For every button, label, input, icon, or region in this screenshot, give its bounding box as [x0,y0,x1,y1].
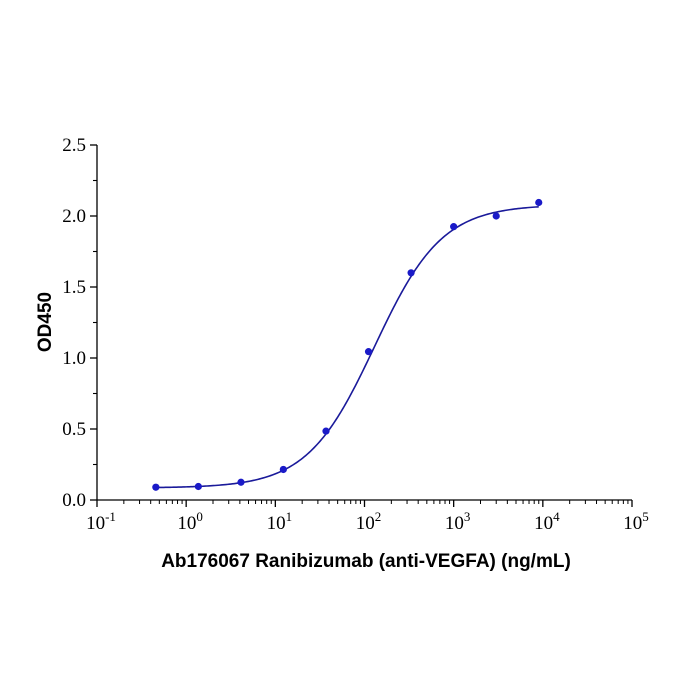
axes [90,144,633,507]
data-point [237,478,245,486]
data-points-layer [152,198,543,491]
data-point [450,223,458,231]
fit-curve-layer [155,205,539,489]
data-point [322,427,330,435]
x-tick-label: 100 [177,509,203,534]
x-tick-label: 102 [356,509,382,534]
data-point [364,348,373,356]
x-tick-label: 103 [445,509,471,534]
y-axis-title: OD450 [35,292,56,352]
data-point [492,212,500,220]
tick-labels-layer: 0.0 0.5 1.0 1.5 2.0 2.5 10-1 100 101 102 103 104 105 [62,135,649,534]
data-point [152,483,160,491]
fit-curve [155,205,539,489]
data-point [407,269,415,277]
x-tick-label: 10-1 [86,509,116,534]
y-tick-label: 1.5 [62,277,86,298]
y-tick-label: 2.5 [62,135,86,156]
y-tick-label: 0.0 [62,490,86,511]
x-tick-label: 101 [267,509,293,534]
data-point [194,482,202,491]
x-tick-label: 105 [623,509,649,534]
y-tick-label: 2.0 [62,206,86,227]
data-point [535,198,543,207]
x-tick-label: 104 [534,509,560,534]
x-axis-title: Ab176067 Ranibizumab (anti-VEGFA) (ng/mL… [161,551,571,572]
y-tick-label: 1.0 [62,348,86,369]
data-point [279,465,287,474]
y-tick-label: 0.5 [62,419,86,440]
